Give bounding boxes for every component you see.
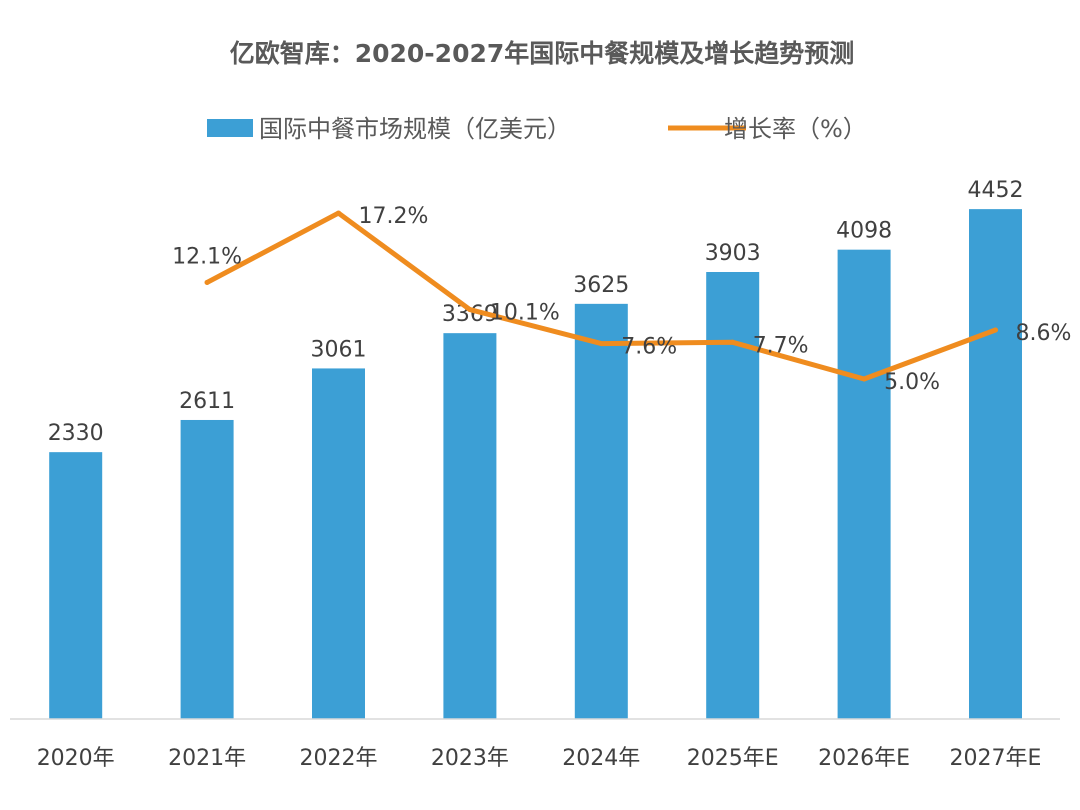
chart-title: 亿欧智库：2020-2027年国际中餐规模及增长趋势预测 [230, 39, 855, 68]
x-axis-ticks: 2020年 2021年 2022年 2023年 2024年 2025年E 2026年E 202… [37, 746, 1042, 771]
bar-value-label-6: 4098 [836, 219, 892, 244]
bar-5 [706, 272, 760, 719]
x-tick-label-4: 2024年 [562, 746, 640, 771]
x-tick-label-1: 2021年 [168, 746, 246, 771]
x-tick-label-3: 2023年 [431, 746, 509, 771]
bar-value-label-5: 3903 [705, 241, 761, 266]
bar-7 [969, 209, 1022, 719]
x-tick-label-0: 2020年 [37, 746, 115, 771]
growth-value-label-7: 8.6% [1016, 321, 1072, 346]
growth-value-label-1: 12.1% [172, 244, 242, 269]
legend-bar-label: 国际中餐市场规模（亿美元） [259, 115, 571, 143]
growth-point-7 [993, 327, 998, 333]
growth-point-4 [598, 341, 604, 347]
legend-bar-swatch [207, 119, 253, 137]
bar-6 [837, 249, 891, 720]
x-tick-label-6: 2026年E [818, 746, 910, 771]
growth-value-label-4: 7.6% [621, 335, 677, 360]
bar-2 [312, 368, 365, 719]
x-tick-label-5: 2025年E [687, 746, 779, 771]
bar-4 [574, 303, 628, 719]
growth-point-5 [730, 339, 736, 345]
growth-value-label-2: 17.2% [359, 204, 429, 229]
growth-point-6 [861, 376, 867, 382]
growth-value-label-3: 10.1% [490, 301, 560, 326]
growth-point-1 [204, 279, 210, 285]
bar-value-label-4: 3625 [573, 273, 629, 298]
legend: 国际中餐市场规模（亿美元） 增长率（%） [207, 115, 867, 143]
x-tick-label-7: 2027年E [950, 746, 1042, 771]
growth-point-2 [336, 210, 341, 216]
bar-0 [49, 452, 103, 719]
growth-value-label-5: 7.7% [753, 333, 809, 358]
line-layer: 12.1% 17.2% 10.1% 7.6% 7.7% 5.0% 8.6% [172, 204, 1071, 395]
bar-1 [180, 419, 234, 719]
bar-value-label-1: 2611 [179, 389, 235, 414]
legend-line-label: 增长率（%） [724, 115, 867, 143]
x-tick-label-2: 2022年 [300, 746, 378, 771]
bar-value-label-2: 3061 [311, 337, 367, 362]
bar-value-label-0: 2330 [48, 421, 104, 446]
growth-point-3 [467, 307, 473, 313]
bar-value-label-7: 4452 [968, 178, 1024, 203]
bar-3 [443, 333, 497, 719]
growth-value-label-6: 5.0% [884, 370, 940, 395]
